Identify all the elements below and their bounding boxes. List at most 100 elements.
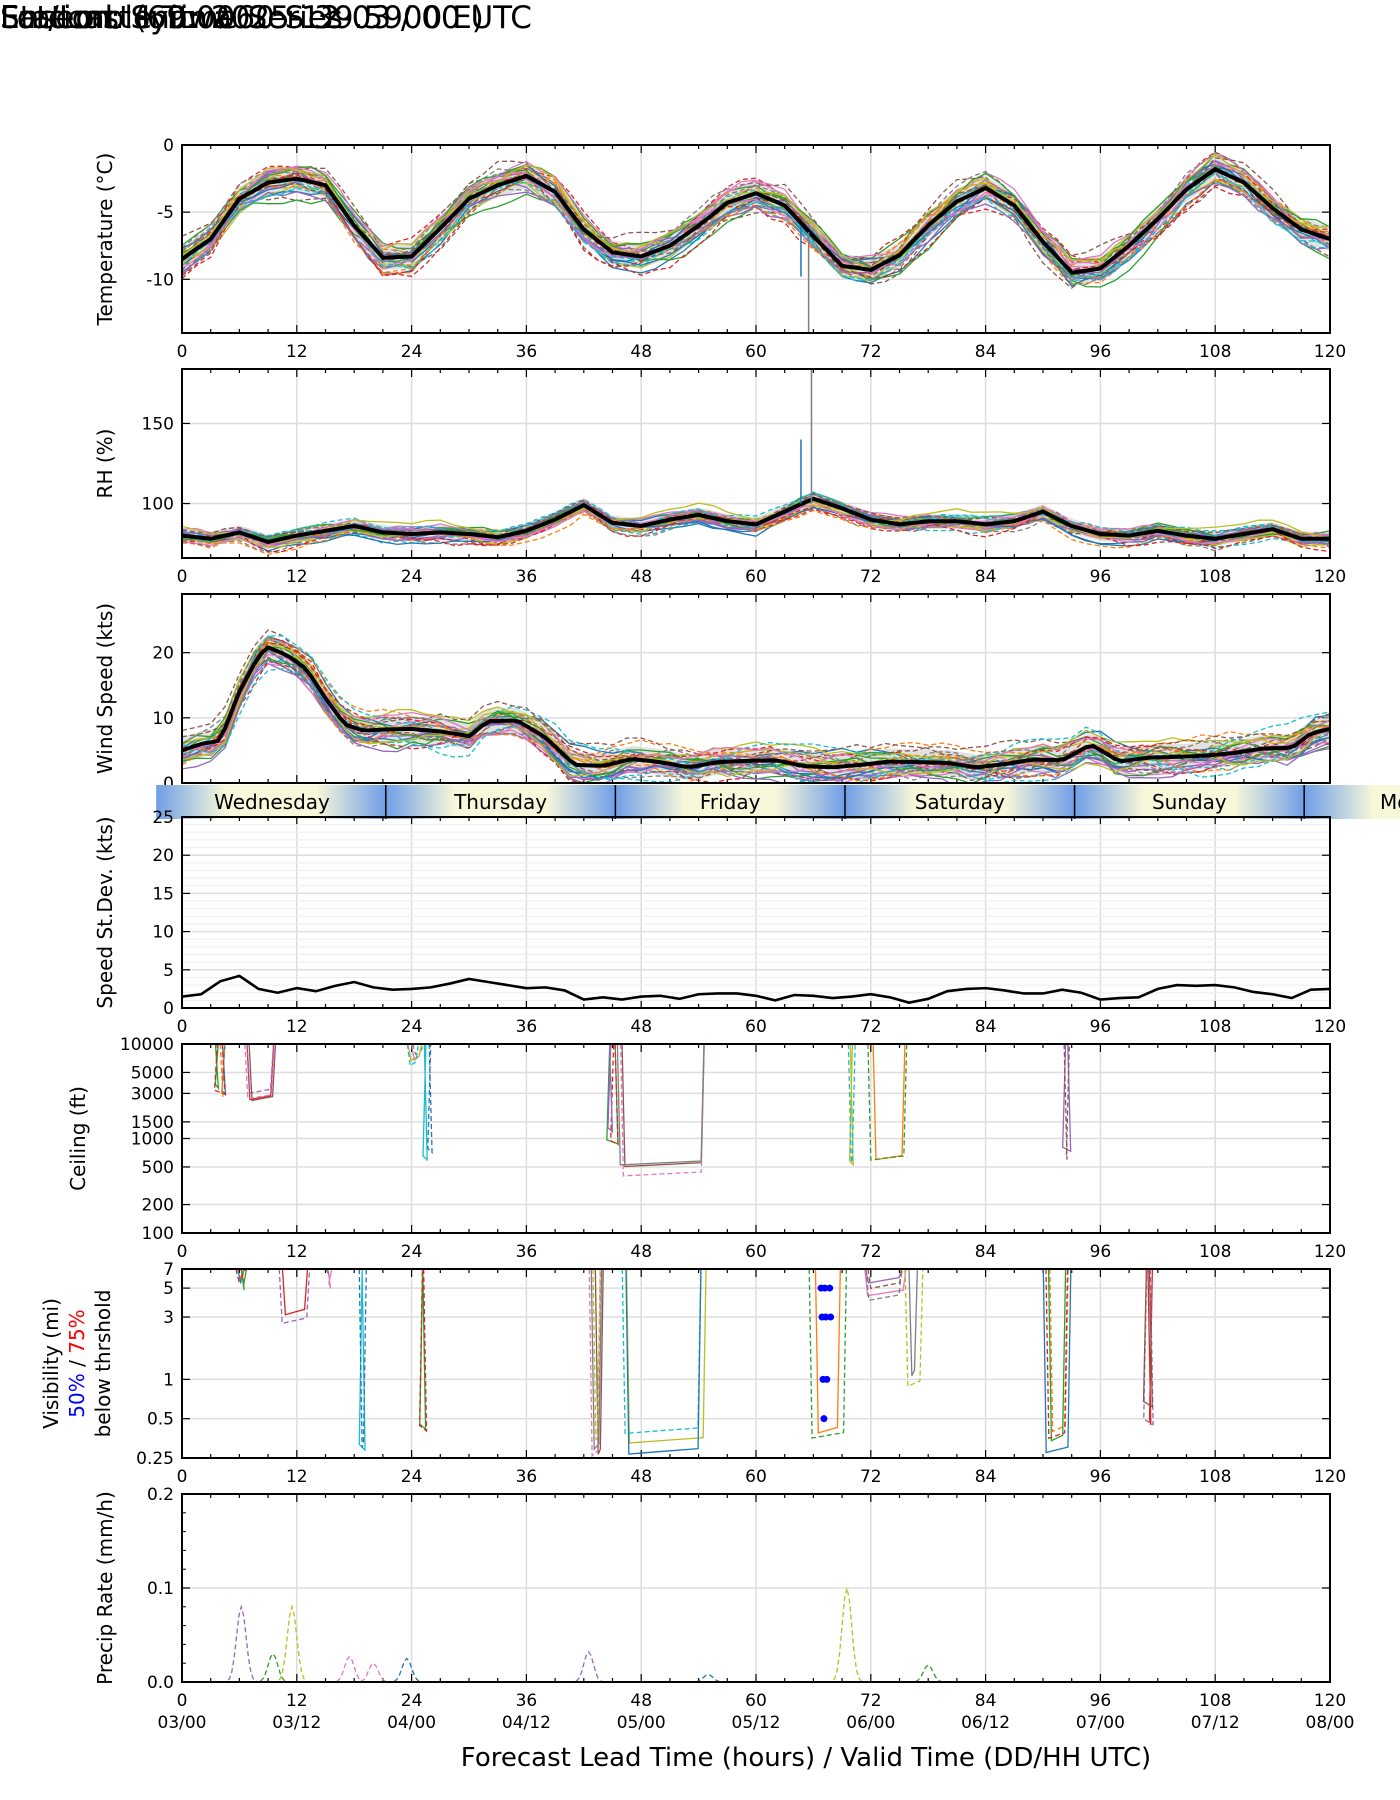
x-tick-label: 84: [975, 1017, 997, 1037]
ensemble-member-line: [182, 170, 1330, 276]
x-tick-label: 120: [1314, 567, 1346, 587]
x-tick-label: 0: [177, 567, 188, 587]
valid-time-label: 07/00: [1076, 1713, 1125, 1733]
x-tick-label: 84: [975, 1242, 997, 1262]
precip-member-line: [818, 1587, 876, 1682]
x-tick-label: 48: [630, 1242, 652, 1262]
speed-stdev-line: [181, 974, 1331, 1004]
title-init: Forecast Init: 2025-12-03 / 00 UTC: [0, 0, 532, 36]
member-drop-line: [1045, 1269, 1069, 1440]
x-tick-label: 96: [1090, 1691, 1112, 1711]
valid-time-label: 06/00: [846, 1713, 895, 1733]
y-tick-label: 10: [152, 923, 174, 943]
valid-time-label: 04/12: [502, 1713, 551, 1733]
ensemble-member-line: [182, 642, 1330, 766]
valid-time-label: 05/00: [617, 1713, 666, 1733]
x-tick-label: 108: [1199, 1467, 1231, 1487]
day-segment: [156, 785, 386, 819]
x-tick-label: 12: [286, 1242, 308, 1262]
ensemble-mean-line: [182, 166, 1330, 275]
member-drop-line: [235, 1269, 247, 1283]
x-tick-label: 60: [745, 1467, 767, 1487]
ensemble-members-wind_speed: [182, 629, 1330, 783]
member-drop-line: [590, 1269, 603, 1452]
x-tick-label: 24: [401, 567, 423, 587]
member-drop-line: [621, 1044, 705, 1168]
y-tick-label: 500: [142, 1158, 174, 1178]
member-drop-line: [625, 1269, 702, 1455]
title-station: Station: Syowa: [0, 0, 232, 36]
member-drop-line: [358, 1269, 367, 1448]
ensemble-member-line: [182, 163, 1330, 270]
y-tick-label: 20: [152, 846, 174, 866]
ensemble-member-line: [182, 497, 1330, 546]
x-axis-label: Forecast Lead Time (hours) / Valid Time …: [461, 1743, 1151, 1773]
precip-member-line: [679, 1673, 737, 1682]
x-tick-label: 84: [975, 1691, 997, 1711]
ensemble-mean-line: [182, 645, 1330, 770]
precip-member-line: [320, 1655, 379, 1682]
x-tick-label: 96: [1090, 1017, 1112, 1037]
precip-members: [212, 1587, 957, 1682]
x-tick-label: 108: [1199, 1691, 1231, 1711]
x-tick-label: 48: [630, 1691, 652, 1711]
precip-member-line: [263, 1604, 321, 1682]
panel-precip: 0.0 0.1 0.2 0 12 24 36 48 60 72 84 96 108 120: [147, 1485, 1346, 1711]
y-axis-label: RH (%): [93, 429, 117, 499]
y-tick-label: 5: [163, 1279, 174, 1299]
y-tick-label: 0.25: [136, 1449, 174, 1469]
ensemble-mean-line: [182, 496, 1330, 545]
member-drop-line: [619, 1044, 705, 1177]
member-drop-line: [422, 1044, 428, 1162]
member-drop-line: [281, 1269, 309, 1316]
member-drop-line: [219, 1044, 226, 1098]
panel-border: [181, 1043, 1331, 1234]
member-drop-line: [808, 1269, 848, 1439]
panel-speed_stdev: 0 5 10 15 20 25 0 12 24 36 48 60 72 84 96 108 120: [152, 808, 1346, 1037]
panel-border: [181, 1493, 1331, 1683]
x-tick-label: 84: [975, 342, 997, 362]
valid-time-label: 05/12: [732, 1713, 781, 1733]
x-tick-label: 84: [975, 567, 997, 587]
x-tick-label: 48: [630, 1467, 652, 1487]
x-tick-label: 120: [1314, 1467, 1346, 1487]
threshold-point: [827, 1313, 835, 1321]
x-tick-label: 60: [745, 567, 767, 587]
y-tick-label: 5: [163, 961, 174, 981]
ensemble-member-line: [182, 635, 1330, 774]
y-tick-label: -10: [146, 270, 174, 290]
ensemble-members-rh: [182, 491, 1330, 556]
x-tick-label: 120: [1314, 1017, 1346, 1037]
day-segment: [1074, 785, 1305, 819]
y-tick-label: 0: [163, 774, 174, 794]
x-tick-label: 36: [516, 1242, 538, 1262]
x-tick-label: 48: [630, 567, 652, 587]
y-tick-label: 0.1: [147, 1579, 174, 1599]
member-drop-line: [1049, 1269, 1069, 1433]
x-tick-label: 12: [286, 1691, 308, 1711]
legend-75-percent: 75%: [65, 1309, 89, 1353]
y-axis-label: Visibility (mi): [39, 1298, 63, 1429]
panel-visibility: 0.25 0.5 1 3 57 0 12 24 36 48 60 72 84 96 108 120: [136, 1260, 1346, 1487]
x-tick-label: 24: [401, 1691, 423, 1711]
x-tick-label: 24: [401, 1017, 423, 1037]
x-tick-label: 0: [177, 1691, 188, 1711]
y-axis-label-2: below thrshold: [91, 1290, 115, 1438]
ensemble-member-line: [182, 647, 1330, 781]
y-axis-label: Ceiling (ft): [66, 1086, 90, 1191]
ensemble-member-line: [182, 650, 1330, 783]
y-tick-label: 10: [152, 709, 174, 729]
threshold-point: [822, 1313, 830, 1321]
x-tick-label: 36: [516, 1467, 538, 1487]
y-tick-label: 1500: [131, 1113, 174, 1133]
member-drop-line: [278, 1269, 311, 1325]
valid-time-label: 04/00: [387, 1713, 436, 1733]
precip-member-line: [559, 1650, 618, 1682]
y-tick-label: 7: [163, 1260, 174, 1280]
x-tick-label: 48: [630, 342, 652, 362]
ensemble-member-line: [182, 657, 1330, 776]
x-tick-label: 60: [745, 1242, 767, 1262]
x-tick-label: 120: [1314, 1691, 1346, 1711]
valid-time-label: 08/00: [1306, 1713, 1355, 1733]
member-drop-line: [1063, 1044, 1070, 1160]
